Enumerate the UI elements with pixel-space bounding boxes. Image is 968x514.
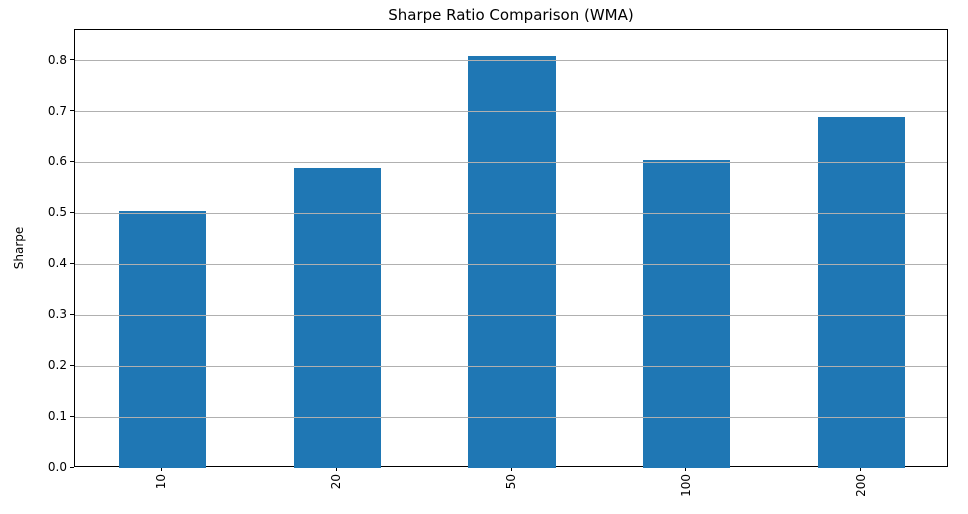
y-tick-label: 0.8 xyxy=(47,52,67,67)
y-tick-mark xyxy=(70,59,74,61)
x-tick-mark xyxy=(510,467,512,471)
y-tick-mark xyxy=(70,313,74,315)
bar-20 xyxy=(293,167,381,468)
bar-200 xyxy=(817,116,906,468)
bar-50 xyxy=(468,55,556,468)
x-tick-label: 50 xyxy=(504,474,518,490)
x-tick-mark xyxy=(860,467,862,471)
x-tick-mark xyxy=(160,467,162,471)
y-axis-label: Sharpe xyxy=(12,226,26,270)
y-tick-mark xyxy=(70,415,74,417)
y-tick-mark xyxy=(70,364,74,366)
x-tick-label: 200 xyxy=(853,474,868,497)
y-tick-label: 0.5 xyxy=(47,205,67,220)
x-tick-label: 20 xyxy=(329,474,344,490)
chart-title: Sharpe Ratio Comparison (WMA) xyxy=(388,6,634,24)
x-tick-label: 10 xyxy=(154,474,169,490)
bar-10 xyxy=(118,210,207,468)
y-tick-label: 0.3 xyxy=(47,307,67,322)
x-tick-label: 100 xyxy=(678,474,693,497)
y-tick-label: 0.7 xyxy=(47,103,67,118)
x-tick-mark xyxy=(685,467,687,471)
y-tick-mark xyxy=(70,262,74,264)
y-tick-mark xyxy=(70,160,74,162)
y-tick-label: 0.2 xyxy=(47,358,67,373)
y-tick-mark xyxy=(70,211,74,213)
bar-100 xyxy=(643,159,731,468)
bars-layer xyxy=(75,30,947,468)
y-tick-label: 0.1 xyxy=(47,409,67,424)
y-tick-mark xyxy=(70,110,74,111)
y-tick-label: 0.6 xyxy=(47,154,67,169)
y-tick-label: 0.0 xyxy=(47,460,67,474)
plot-area xyxy=(74,29,948,468)
y-tick-mark xyxy=(70,466,74,468)
x-tick-mark xyxy=(335,467,337,471)
y-tick-label: 0.4 xyxy=(47,256,67,271)
